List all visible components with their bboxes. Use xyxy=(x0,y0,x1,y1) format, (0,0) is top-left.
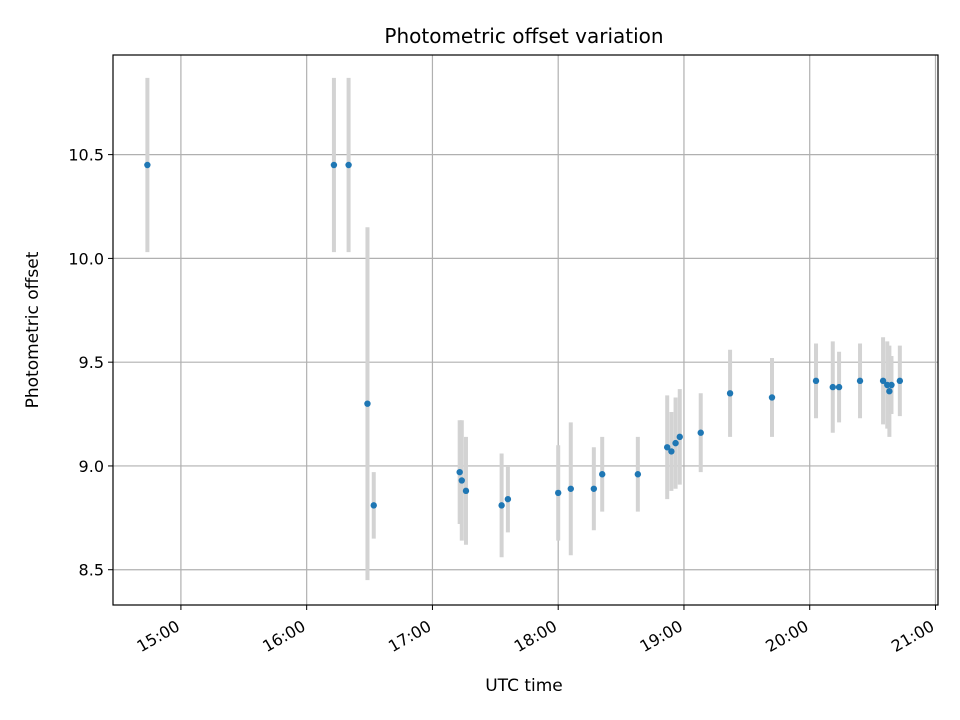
grid xyxy=(113,55,938,605)
data-point xyxy=(896,377,904,385)
data-point xyxy=(370,502,377,509)
y-tick-label: 10.0 xyxy=(68,249,104,268)
data-point xyxy=(676,433,683,441)
data-points xyxy=(144,161,904,509)
data-point xyxy=(879,377,887,385)
data-point xyxy=(726,390,734,397)
y-axis-title: Photometric offset xyxy=(23,251,43,408)
data-point xyxy=(768,394,776,401)
data-point xyxy=(829,383,836,391)
data-point xyxy=(835,383,843,391)
data-point xyxy=(567,485,574,492)
data-point xyxy=(504,495,512,503)
data-point xyxy=(462,487,470,495)
y-tick-label: 9.5 xyxy=(79,353,104,372)
chart-title: Photometric offset variation xyxy=(384,24,663,48)
data-point xyxy=(812,377,820,385)
y-axis-ticks: 8.5 9.0 9.5 10.0 10.5 xyxy=(68,146,113,580)
data-point xyxy=(345,161,352,169)
data-point xyxy=(144,161,151,169)
y-tick-label: 10.5 xyxy=(68,146,104,165)
y-tick-label: 9.0 xyxy=(79,457,104,476)
data-point xyxy=(663,444,671,451)
y-tick-label: 8.5 xyxy=(79,561,104,580)
data-point xyxy=(672,439,679,447)
data-point xyxy=(364,400,371,407)
data-point xyxy=(634,471,642,478)
data-point xyxy=(886,388,893,395)
data-point xyxy=(498,502,505,509)
data-point xyxy=(456,468,463,476)
data-point xyxy=(668,448,675,455)
data-point xyxy=(599,471,606,478)
data-point xyxy=(330,161,338,169)
data-point xyxy=(554,489,562,497)
data-point xyxy=(856,377,864,385)
data-point xyxy=(697,429,704,436)
data-point xyxy=(590,485,598,492)
x-axis-title: UTC time xyxy=(485,676,563,696)
plot-frame xyxy=(112,54,939,606)
data-point xyxy=(888,381,895,389)
data-point xyxy=(458,477,465,484)
